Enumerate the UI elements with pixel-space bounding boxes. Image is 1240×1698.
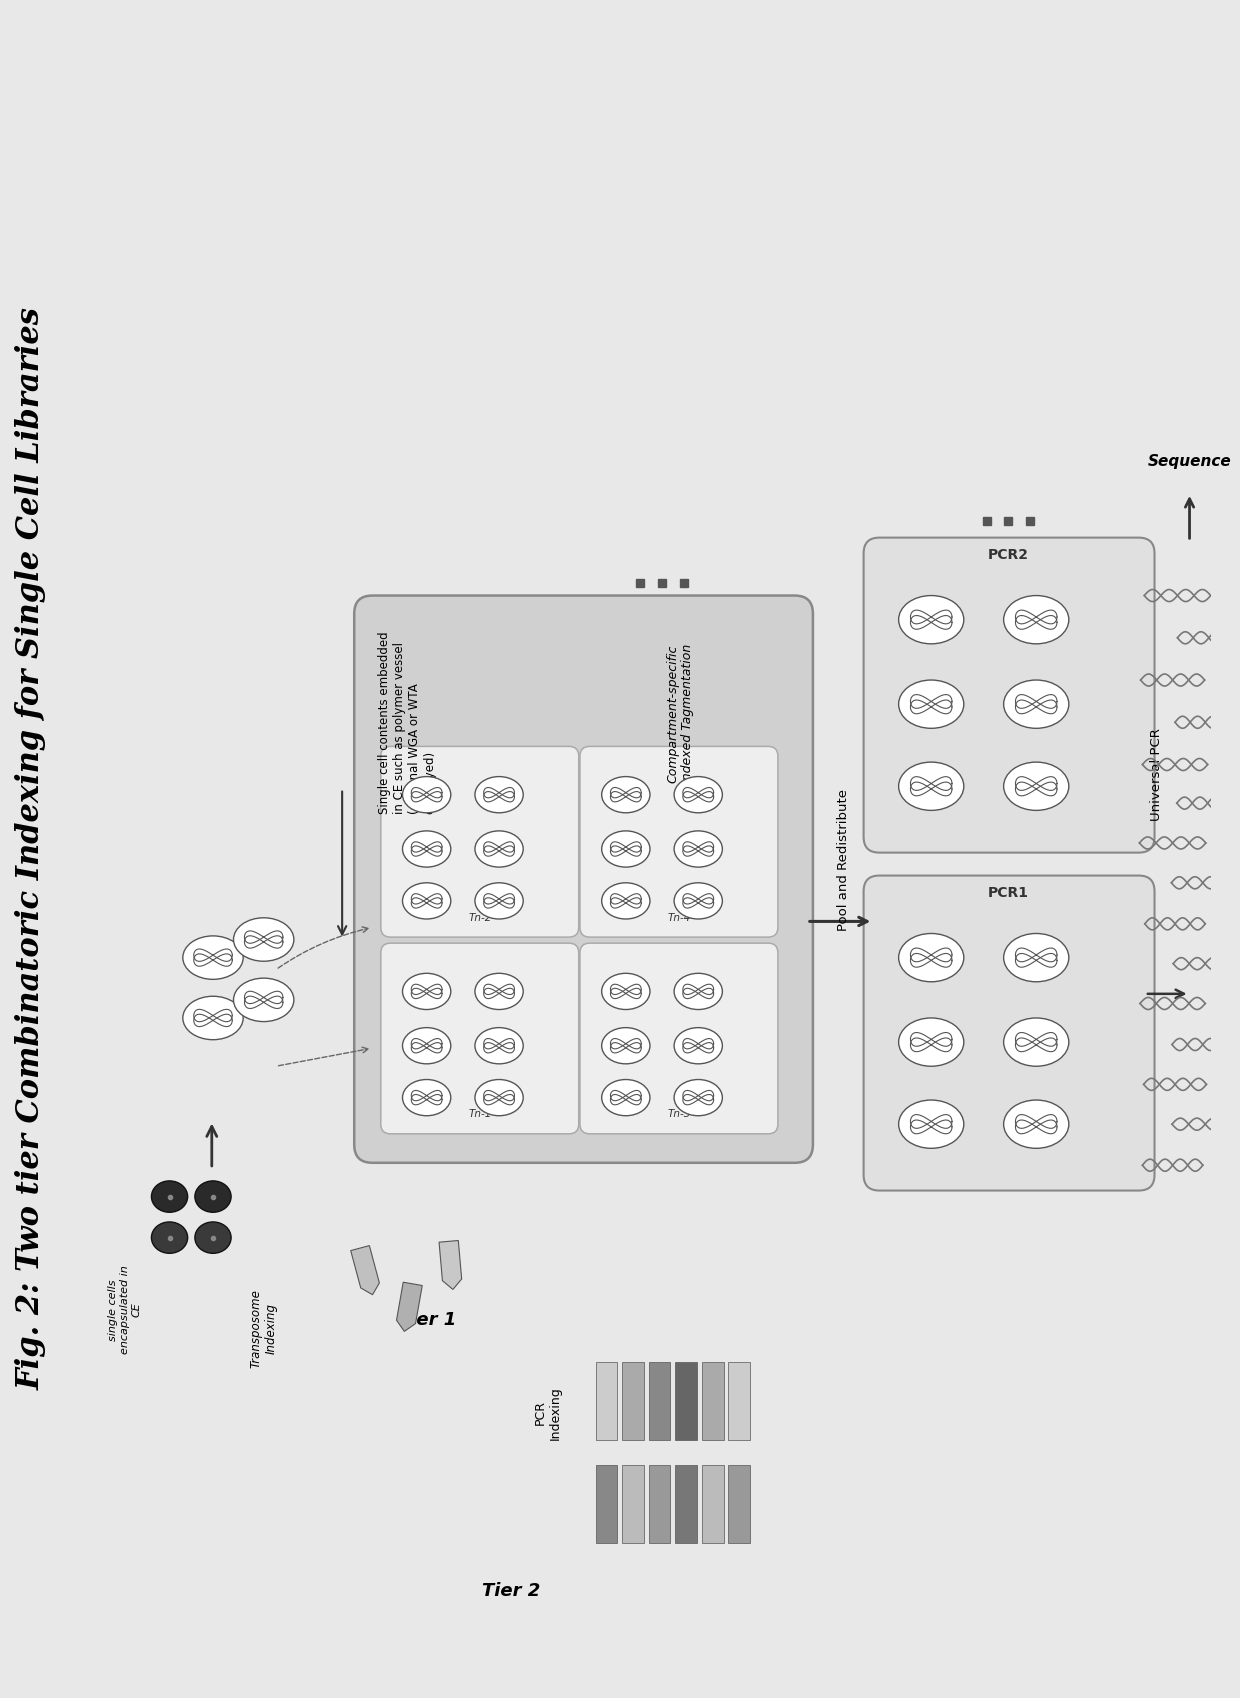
Ellipse shape: [1003, 762, 1069, 810]
Text: Pool and Redistribute: Pool and Redistribute: [837, 788, 849, 931]
Text: PCR1: PCR1: [988, 886, 1029, 900]
Ellipse shape: [195, 1223, 231, 1253]
Text: PCR
Indexing: PCR Indexing: [533, 1386, 562, 1440]
Text: Tn-3: Tn-3: [667, 1109, 691, 1119]
Bar: [702, 1464, 724, 1543]
Ellipse shape: [601, 1080, 650, 1116]
Text: Tn-2: Tn-2: [467, 912, 491, 922]
Ellipse shape: [675, 1080, 723, 1116]
Ellipse shape: [899, 934, 963, 981]
Ellipse shape: [403, 883, 451, 919]
Ellipse shape: [475, 883, 523, 919]
Bar: [702, 1362, 724, 1440]
Polygon shape: [351, 1246, 379, 1296]
FancyBboxPatch shape: [863, 538, 1154, 852]
Bar: [595, 1464, 618, 1543]
FancyBboxPatch shape: [381, 942, 579, 1134]
Text: Transposome
Indexing: Transposome Indexing: [249, 1289, 278, 1369]
Polygon shape: [439, 1241, 461, 1289]
Ellipse shape: [675, 830, 723, 868]
Ellipse shape: [403, 776, 451, 813]
Ellipse shape: [151, 1223, 187, 1253]
Bar: [649, 1362, 671, 1440]
Ellipse shape: [899, 762, 963, 810]
Text: Compartment-specific
Indexed Tagmentation: Compartment-specific Indexed Tagmentatio…: [666, 644, 694, 784]
Ellipse shape: [601, 776, 650, 813]
Ellipse shape: [675, 883, 723, 919]
Bar: [595, 1362, 618, 1440]
Ellipse shape: [899, 1100, 963, 1148]
Ellipse shape: [403, 1080, 451, 1116]
Bar: [649, 1464, 671, 1543]
Ellipse shape: [475, 1080, 523, 1116]
Ellipse shape: [601, 883, 650, 919]
Ellipse shape: [899, 679, 963, 728]
Ellipse shape: [1003, 1019, 1069, 1066]
Polygon shape: [397, 1282, 423, 1331]
Text: PCR2: PCR2: [988, 548, 1029, 562]
Text: Tn-1: Tn-1: [467, 1109, 491, 1119]
Text: Sequence: Sequence: [1148, 453, 1231, 469]
Text: Universal PCR: Universal PCR: [1151, 728, 1163, 822]
Text: Single cell contents embedded
in CE such as polymer vessel
(optional WGA or WTA
: Single cell contents embedded in CE such…: [378, 632, 436, 815]
Text: Fig. 2: Two tier Combinatoric Indexing for Single Cell Libraries: Fig. 2: Two tier Combinatoric Indexing f…: [15, 307, 46, 1391]
Ellipse shape: [233, 919, 294, 961]
Text: Tier 1: Tier 1: [398, 1311, 456, 1330]
Ellipse shape: [475, 973, 523, 1010]
Ellipse shape: [1003, 679, 1069, 728]
Ellipse shape: [675, 776, 723, 813]
Ellipse shape: [899, 596, 963, 644]
Bar: [728, 1464, 750, 1543]
Ellipse shape: [195, 1180, 231, 1212]
Bar: [676, 1464, 697, 1543]
FancyBboxPatch shape: [381, 747, 579, 937]
Ellipse shape: [1003, 934, 1069, 981]
Ellipse shape: [151, 1180, 187, 1212]
Ellipse shape: [182, 997, 243, 1039]
Text: single cells
encapsulated in
CE: single cells encapsulated in CE: [108, 1265, 141, 1353]
Bar: [622, 1362, 644, 1440]
Ellipse shape: [475, 830, 523, 868]
Ellipse shape: [601, 973, 650, 1010]
Ellipse shape: [403, 830, 451, 868]
Ellipse shape: [475, 776, 523, 813]
FancyBboxPatch shape: [580, 747, 777, 937]
Text: Tn-4: Tn-4: [667, 912, 691, 922]
Ellipse shape: [675, 973, 723, 1010]
FancyBboxPatch shape: [355, 596, 813, 1163]
Ellipse shape: [182, 936, 243, 980]
Ellipse shape: [899, 1019, 963, 1066]
Ellipse shape: [403, 973, 451, 1010]
Bar: [676, 1362, 697, 1440]
FancyBboxPatch shape: [580, 942, 777, 1134]
Ellipse shape: [601, 1027, 650, 1065]
Ellipse shape: [1003, 596, 1069, 644]
Bar: [728, 1362, 750, 1440]
FancyBboxPatch shape: [863, 876, 1154, 1190]
Ellipse shape: [233, 978, 294, 1022]
Text: Tier 2: Tier 2: [482, 1583, 541, 1600]
Ellipse shape: [1003, 1100, 1069, 1148]
Bar: [622, 1464, 644, 1543]
Ellipse shape: [601, 830, 650, 868]
Ellipse shape: [675, 1027, 723, 1065]
Ellipse shape: [403, 1027, 451, 1065]
Ellipse shape: [475, 1027, 523, 1065]
